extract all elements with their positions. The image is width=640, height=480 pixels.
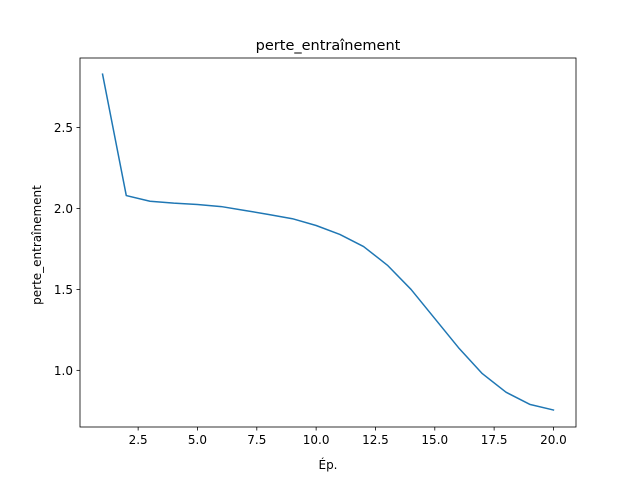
- plot-area: 2.5 5.0 7.5 10.0 12.5 15.0 17.5 20.0 1.0 1.5 2.0 2.…: [54, 57, 577, 447]
- y-tick-label: 2.0: [54, 202, 73, 216]
- x-tick-label: 12.5: [362, 433, 389, 447]
- series-line-0: [101, 73, 555, 411]
- y-tick-label: 2.5: [54, 121, 73, 135]
- x-tick-label: 7.5: [247, 433, 266, 447]
- x-tick-label: 2.5: [129, 433, 148, 447]
- x-tick-label: 17.5: [481, 433, 508, 447]
- x-tick-label: 10.0: [303, 433, 330, 447]
- y-tick-label: 1.5: [54, 283, 73, 297]
- plot-frame: [79, 57, 577, 428]
- x-tick-label: 15.0: [421, 433, 448, 447]
- y-tick-label: 1.0: [54, 364, 73, 378]
- x-tick-label: 5.0: [188, 433, 207, 447]
- y-axis-label: perte_entraînement: [30, 185, 44, 305]
- x-axis-label: Ép.: [318, 457, 337, 472]
- chart-title: perte_entraînement: [256, 38, 401, 54]
- x-tick-label: 20.0: [540, 433, 567, 447]
